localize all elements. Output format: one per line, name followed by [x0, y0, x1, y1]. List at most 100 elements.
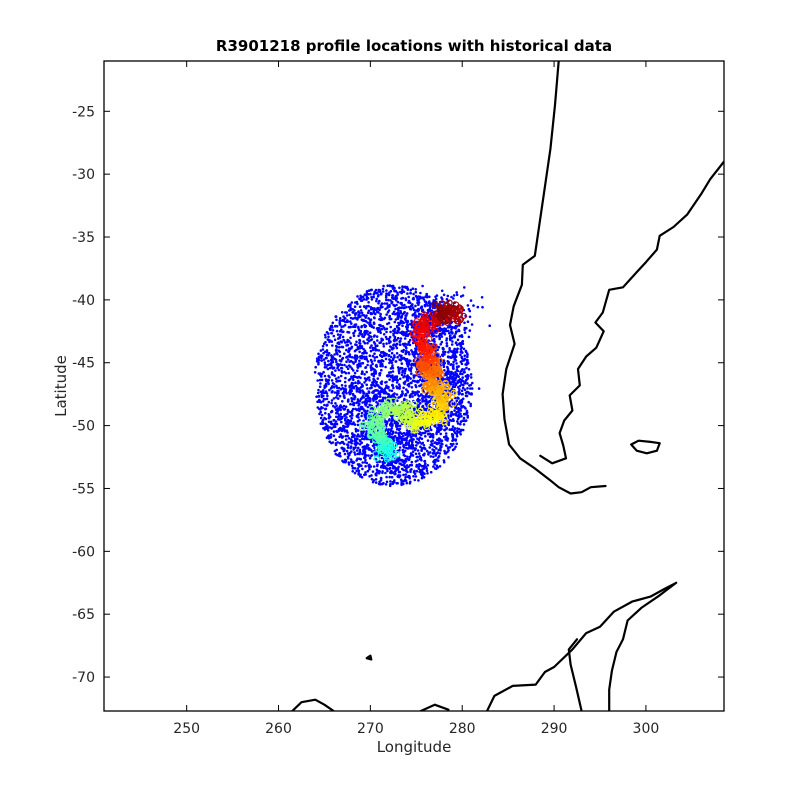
historical-point	[397, 439, 400, 443]
historical-point	[366, 387, 369, 390]
historical-point	[401, 448, 405, 452]
historical-point	[407, 362, 411, 366]
historical-point	[455, 434, 459, 438]
historical-point	[457, 397, 460, 400]
historical-point	[395, 352, 399, 355]
historical-point	[318, 378, 322, 382]
historical-point	[356, 467, 360, 470]
historical-point	[318, 372, 322, 376]
historical-point	[408, 301, 412, 305]
track-point	[372, 422, 379, 430]
historical-point	[393, 327, 397, 331]
historical-point	[325, 351, 329, 354]
historical-point	[439, 358, 443, 362]
historical-point	[456, 343, 459, 347]
historical-point	[348, 377, 352, 381]
historical-point	[378, 308, 381, 312]
historical-point	[357, 313, 360, 317]
historical-point	[459, 360, 463, 364]
track-point	[430, 355, 438, 362]
historical-point	[414, 434, 418, 437]
historical-point	[360, 345, 364, 348]
historical-point	[459, 433, 463, 436]
historical-point	[339, 374, 343, 378]
historical-point	[446, 326, 450, 329]
track-point	[453, 318, 461, 325]
historical-point	[406, 359, 410, 363]
historical-point	[346, 408, 350, 412]
historical-point	[322, 351, 325, 355]
historical-point	[395, 385, 398, 388]
historical-point	[453, 351, 456, 355]
historical-point	[441, 442, 444, 446]
historical-point	[366, 399, 370, 403]
historical-point	[405, 439, 408, 442]
historical-point	[481, 305, 484, 309]
historical-point	[412, 308, 416, 312]
historical-point	[357, 334, 360, 338]
historical-point	[446, 294, 450, 298]
historical-point	[342, 447, 346, 451]
historical-point	[387, 374, 391, 377]
historical-point	[463, 321, 466, 325]
historical-point	[455, 291, 459, 294]
historical-point	[417, 465, 421, 469]
historical-point	[419, 393, 423, 396]
historical-point	[392, 343, 395, 347]
historical-point	[452, 367, 455, 370]
historical-point	[460, 355, 464, 359]
historical-point	[417, 467, 421, 470]
historical-point	[417, 438, 421, 442]
historical-point	[461, 405, 465, 408]
historical-point	[335, 360, 338, 364]
historical-point	[352, 393, 355, 397]
historical-point	[397, 396, 400, 399]
historical-point	[423, 431, 427, 435]
track-point	[419, 364, 426, 372]
historical-point	[381, 470, 384, 473]
historical-point	[336, 333, 340, 336]
historical-point	[460, 398, 464, 402]
historical-point	[387, 293, 391, 297]
historical-point	[412, 313, 415, 316]
historical-point	[405, 466, 408, 470]
historical-point	[360, 414, 363, 418]
historical-point	[353, 471, 357, 475]
historical-point	[456, 386, 460, 389]
historical-point	[319, 382, 322, 385]
historical-point	[444, 432, 448, 435]
historical-point	[437, 430, 441, 434]
historical-point	[341, 406, 344, 409]
historical-point	[364, 351, 367, 354]
historical-point	[344, 405, 348, 409]
historical-point	[375, 335, 379, 338]
historical-point	[419, 433, 423, 437]
historical-point	[469, 299, 473, 302]
historical-point	[345, 311, 349, 314]
historical-point	[463, 381, 467, 385]
historical-point	[451, 385, 455, 389]
historical-point	[328, 328, 332, 332]
historical-point	[370, 295, 373, 299]
historical-point	[443, 449, 446, 453]
historical-point	[388, 305, 391, 308]
historical-point	[348, 410, 351, 414]
historical-point	[402, 381, 406, 385]
historical-point	[390, 365, 394, 369]
historical-point	[427, 395, 431, 399]
historical-point	[469, 376, 473, 379]
historical-point	[339, 412, 343, 416]
historical-point	[454, 445, 457, 449]
historical-point	[464, 350, 468, 354]
historical-point	[363, 381, 366, 384]
historical-point	[350, 301, 354, 304]
historical-point	[320, 413, 324, 417]
historical-point	[357, 469, 361, 473]
historical-point	[448, 428, 452, 431]
historical-point	[354, 381, 357, 385]
historical-point	[372, 295, 376, 299]
historical-point	[332, 434, 336, 438]
track-point	[418, 344, 426, 351]
historical-point	[432, 465, 435, 468]
historical-point	[377, 302, 380, 305]
